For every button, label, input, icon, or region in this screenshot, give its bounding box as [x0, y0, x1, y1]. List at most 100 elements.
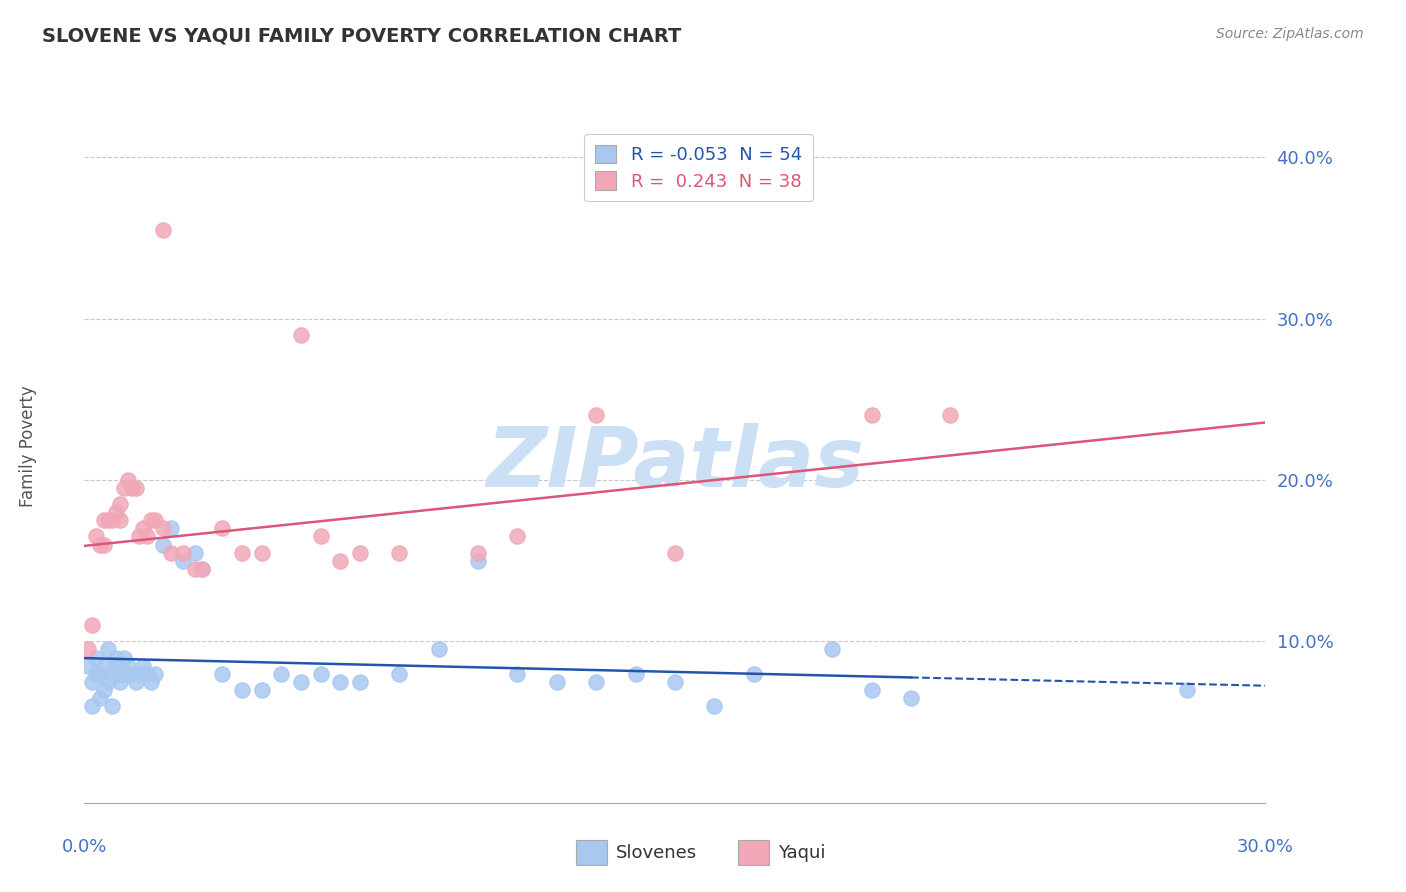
Point [160, 546, 183, 560]
Point [101, 513, 124, 527]
Point [136, 529, 159, 543]
Point [506, 666, 529, 681]
Point [152, 537, 174, 551]
Point [89, 537, 111, 551]
Point [82, 618, 104, 632]
Point [89, 690, 111, 705]
Point [124, 481, 146, 495]
Point [211, 666, 233, 681]
Text: Source: ZipAtlas.com: Source: ZipAtlas.com [1216, 27, 1364, 41]
Point [664, 674, 686, 689]
Point [77, 642, 100, 657]
Point [703, 698, 725, 713]
Point [93, 682, 115, 697]
Text: 30.0%: 30.0% [1237, 838, 1294, 856]
Point [97, 642, 120, 657]
Point [93, 537, 115, 551]
Point [231, 682, 253, 697]
Point [152, 521, 174, 535]
Point [172, 554, 194, 568]
Point [427, 642, 450, 657]
Point [104, 505, 127, 519]
Point [585, 409, 607, 423]
Text: Yaqui: Yaqui [778, 844, 825, 862]
Point [97, 674, 120, 689]
Point [211, 521, 233, 535]
Point [112, 650, 135, 665]
Point [84, 650, 107, 665]
Point [506, 529, 529, 543]
Point [349, 674, 371, 689]
Point [104, 658, 127, 673]
Text: Slovenes: Slovenes [616, 844, 697, 862]
Point [939, 409, 962, 423]
Point [84, 529, 107, 543]
Point [82, 698, 104, 713]
Text: ZIPatlas: ZIPatlas [486, 424, 863, 504]
Point [128, 529, 150, 543]
Text: SLOVENE VS YAQUI FAMILY POVERTY CORRELATION CHART: SLOVENE VS YAQUI FAMILY POVERTY CORRELAT… [42, 27, 682, 45]
Point [93, 658, 115, 673]
Point [112, 666, 135, 681]
Point [117, 473, 139, 487]
Point [101, 666, 124, 681]
Point [93, 513, 115, 527]
Point [143, 666, 166, 681]
Point [349, 546, 371, 560]
Text: Family Poverty: Family Poverty [20, 385, 37, 507]
Point [77, 658, 100, 673]
Point [108, 674, 131, 689]
Point [250, 546, 273, 560]
Point [624, 666, 647, 681]
Point [900, 690, 922, 705]
Point [467, 554, 489, 568]
Point [143, 513, 166, 527]
Point [250, 682, 273, 697]
Point [117, 658, 139, 673]
Point [742, 666, 765, 681]
Point [132, 521, 155, 535]
Legend: R = -0.053  N = 54, R =  0.243  N = 38: R = -0.053 N = 54, R = 0.243 N = 38 [583, 134, 813, 202]
Point [1175, 682, 1198, 697]
Point [309, 529, 332, 543]
Text: 0.0%: 0.0% [62, 838, 107, 856]
Point [467, 546, 489, 560]
Point [89, 666, 111, 681]
Point [821, 642, 844, 657]
Point [191, 562, 214, 576]
Point [860, 409, 883, 423]
Point [124, 674, 146, 689]
Point [121, 666, 143, 681]
Point [128, 666, 150, 681]
Point [309, 666, 332, 681]
Point [329, 554, 352, 568]
Point [290, 327, 312, 342]
Point [231, 546, 253, 560]
Point [108, 666, 131, 681]
Point [183, 546, 205, 560]
Point [388, 546, 411, 560]
Point [388, 666, 411, 681]
Point [270, 666, 292, 681]
Point [664, 546, 686, 560]
Point [84, 666, 107, 681]
Point [108, 497, 131, 511]
Point [172, 546, 194, 560]
Point [585, 674, 607, 689]
Point [101, 698, 124, 713]
Point [97, 513, 120, 527]
Point [108, 513, 131, 527]
Point [121, 481, 143, 495]
Point [132, 658, 155, 673]
Point [104, 650, 127, 665]
Point [112, 481, 135, 495]
Point [141, 513, 163, 527]
Point [82, 674, 104, 689]
Point [141, 674, 163, 689]
Point [160, 521, 183, 535]
Point [329, 674, 352, 689]
Point [546, 674, 568, 689]
Point [152, 223, 174, 237]
Point [183, 562, 205, 576]
Point [860, 682, 883, 697]
